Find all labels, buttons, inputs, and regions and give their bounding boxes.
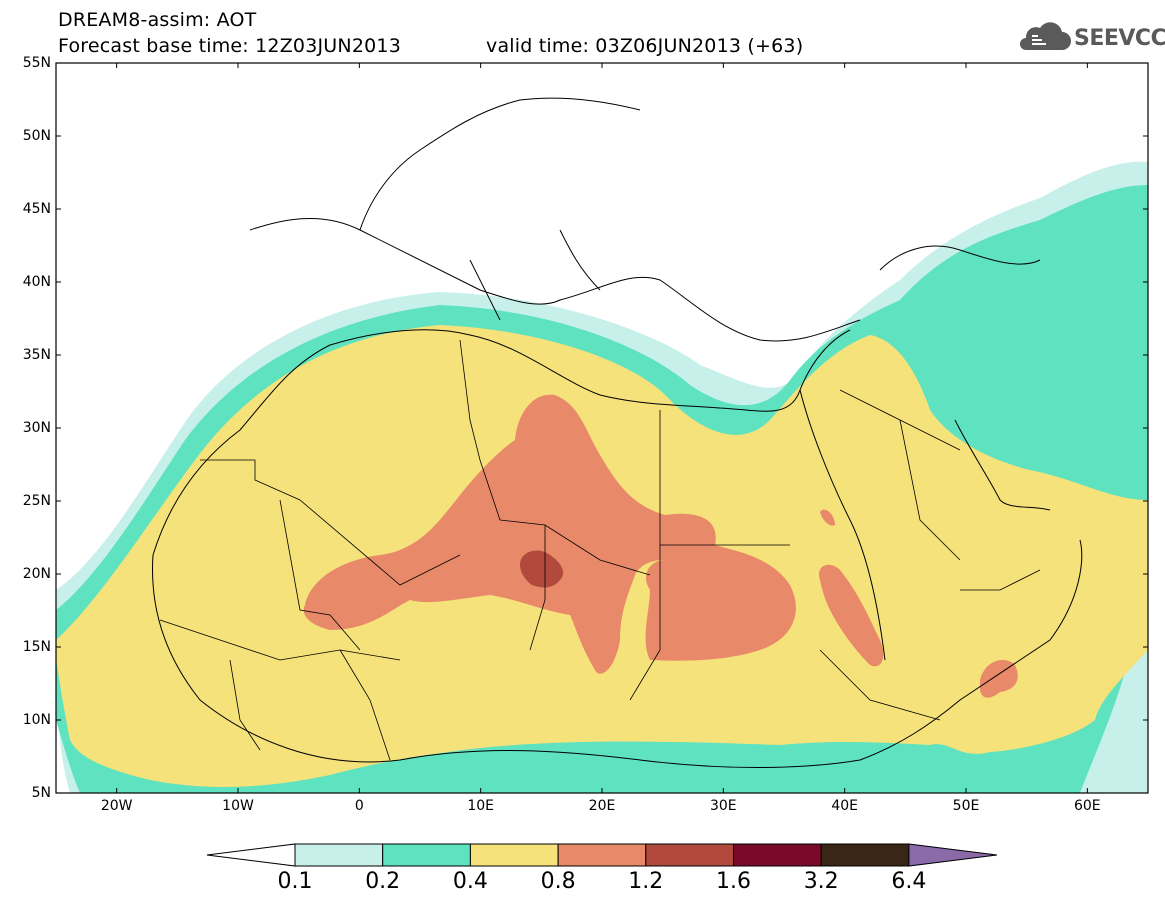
aot-band-0.8-yemen [980,660,1018,698]
valid-time: valid time: 03Z06JUN2013 (+63) [486,35,804,57]
lon-label: 20W [100,798,133,814]
map-plot-area [56,63,1148,793]
lat-label: 10N [22,712,51,728]
colorbar-over-triangle [908,843,997,867]
lat-label: 50N [22,128,51,144]
aot-band-0.8-arabia [820,509,835,526]
cloud-icon [1020,22,1071,50]
lat-label: 35N [22,347,51,363]
lat-label: 45N [22,201,51,217]
colorbar-level-label: 0.8 [540,869,576,894]
lat-label: 20N [22,566,51,582]
colorbar-swatch [382,843,471,867]
coastlines [152,97,1083,768]
country-borders [159,339,1041,761]
colorbar-level-label: 0.2 [365,869,401,894]
colorbar-swatch [469,843,559,867]
axis-ticks [56,62,1148,794]
colorbar-swatch [294,843,384,867]
colorbar-level-label: 3.2 [803,869,839,894]
lon-label: 40E [831,798,858,814]
colorbar-swatch [820,843,910,867]
forecast-base-time: Forecast base time: 12Z03JUN2013 [58,35,401,57]
lat-label: 55N [22,55,51,71]
lon-label: 20E [588,798,616,814]
map-title: DREAM8-assim: AOT [58,9,257,31]
lon-label: 10E [467,798,494,814]
lon-label: 0 [354,798,364,814]
lat-label: 30N [22,420,51,436]
lat-label: 40N [22,274,51,290]
lon-label: 30E [709,798,737,814]
colorbar [206,843,997,867]
colorbar-swatch [557,843,647,867]
colorbar-under-triangle [206,843,296,867]
lat-label: 5N [31,785,51,801]
colorbar-level-label: 0.1 [277,869,313,894]
colorbar-level-label: 1.2 [628,869,664,894]
colorbar-swatch [733,843,822,867]
aot-band-0.8-sahara [303,394,796,674]
seevccc-logo: SEEVCCC [1016,20,1165,56]
aot-band-1.2 [520,550,564,588]
colorbar-level-label: 6.4 [891,869,927,894]
lat-label: 15N [22,639,51,655]
colorbar-swatch [645,843,734,867]
aot-band-0.8-redsea [819,564,884,667]
lon-label: 10W [222,798,254,814]
logo-text: SEEVCCC [1074,26,1165,51]
lon-label: 50E [952,798,980,814]
lat-label: 25N [22,493,51,509]
lon-label: 60E [1073,798,1101,814]
colorbar-level-label: 1.6 [716,869,751,894]
colorbar-level-label: 0.4 [452,869,488,894]
forecast-times: Forecast base time: 12Z03JUN2013 valid ti… [58,35,803,57]
